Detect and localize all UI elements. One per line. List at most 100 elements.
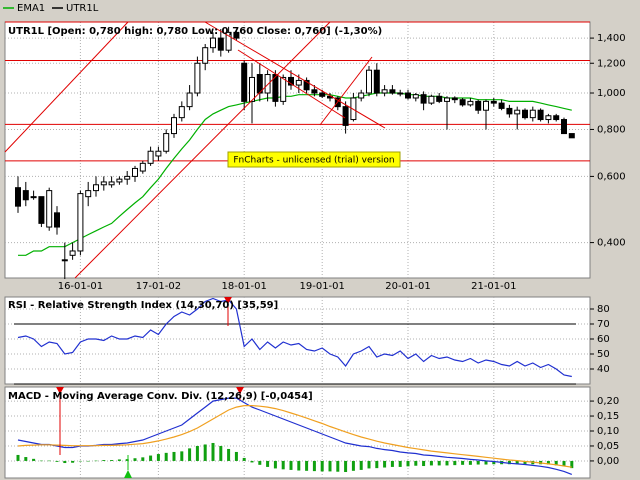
series-line — [17, 405, 572, 468]
histogram-bar — [47, 460, 51, 462]
trend-line — [4, 21, 129, 153]
histogram-bar — [117, 459, 121, 461]
candle-body — [373, 69, 380, 94]
histogram-bar — [554, 460, 558, 466]
histogram-bar — [195, 445, 199, 461]
y-tick-label: 1,200 — [597, 58, 626, 69]
candle-body — [15, 187, 21, 207]
candle-body — [54, 212, 60, 228]
candle-body — [171, 117, 177, 135]
histogram-bar — [351, 460, 355, 471]
y-tick-label: 1,400 — [597, 33, 626, 44]
candle-body — [381, 89, 388, 94]
candle-body — [132, 167, 138, 177]
histogram-bar — [289, 460, 293, 470]
x-tick-label: 17-01-02 — [136, 281, 181, 292]
histogram-bar — [406, 460, 410, 467]
trend-line — [319, 56, 373, 126]
histogram-bar — [203, 444, 207, 461]
candle-body — [303, 79, 310, 91]
candle-body — [475, 100, 482, 111]
candle-body — [186, 92, 193, 108]
candle-body — [241, 62, 248, 102]
histogram-bar — [149, 455, 153, 461]
plot: 16-01-01 17-01-02 18-01-01 19-01-01 20-01-01… — [5, 22, 626, 478]
candle-body — [93, 184, 99, 192]
candle-body — [61, 259, 68, 262]
histogram-bar — [484, 460, 488, 465]
histogram-bar — [110, 460, 114, 461]
x-tick-label: 20-01-01 — [385, 281, 430, 292]
candle-body — [366, 69, 372, 94]
y-tick-label: 0,10 — [597, 426, 619, 437]
candle-body — [147, 150, 154, 164]
histogram-bar — [258, 460, 262, 465]
histogram-bar — [359, 460, 363, 470]
candle-body — [561, 119, 567, 135]
candle-body — [358, 92, 365, 99]
histogram-bar — [383, 460, 387, 468]
candle-body — [506, 107, 513, 115]
histogram-bar — [375, 460, 379, 469]
histogram-bar — [398, 460, 402, 467]
histogram-bar — [156, 454, 160, 461]
candle-body — [444, 97, 450, 102]
trend-line — [237, 49, 346, 119]
histogram-bar — [172, 451, 176, 461]
legend-label: EMA1 — [17, 3, 45, 14]
histogram-bar — [219, 445, 223, 461]
candle-body — [272, 74, 279, 102]
candle-body — [451, 97, 458, 101]
histogram-bar — [453, 460, 457, 466]
candle-body — [85, 190, 92, 198]
histogram-bar — [414, 460, 418, 466]
candle-body — [428, 95, 435, 104]
candle-body — [217, 37, 224, 51]
histogram-bar — [71, 460, 75, 463]
candle-body — [155, 150, 162, 157]
histogram-bar — [32, 458, 36, 461]
candle-body — [498, 102, 505, 109]
histogram-bar — [562, 460, 566, 467]
candle-body — [163, 133, 170, 152]
candle-body — [116, 178, 123, 183]
candle-body — [178, 106, 185, 119]
candle-body — [194, 62, 201, 94]
histogram-bar — [476, 460, 480, 465]
x-tick-label: 18-01-01 — [222, 281, 267, 292]
histogram-bar — [461, 460, 465, 465]
histogram-bar — [523, 460, 527, 464]
candle-body — [225, 31, 232, 51]
series-line — [17, 397, 573, 475]
y-tick-label: 0,400 — [597, 238, 626, 249]
histogram-bar — [336, 460, 340, 472]
candle-body — [202, 47, 209, 64]
trend-line — [204, 21, 386, 129]
signal-arrow — [124, 470, 132, 478]
y-tick-label: 40 — [597, 364, 610, 375]
candle-body — [319, 92, 326, 97]
histogram-bar — [507, 460, 511, 465]
candle-body — [77, 193, 84, 252]
candle-body — [342, 106, 349, 126]
histogram-bar — [180, 451, 184, 461]
candle-body — [280, 76, 287, 102]
candle-body — [288, 76, 294, 86]
candle-body — [522, 109, 528, 119]
series-line — [17, 297, 572, 378]
candle-body — [69, 250, 76, 256]
histogram-bar — [55, 460, 59, 462]
legend-label: UTR1L — [66, 3, 99, 14]
chart-title: MACD - Moving Average Conv. Div. (12,26,… — [8, 391, 313, 402]
histogram-bar — [39, 460, 43, 462]
y-tick-label: 70 — [597, 319, 610, 330]
histogram-bar — [390, 460, 394, 467]
histogram-bar — [492, 460, 496, 465]
histogram-bar — [63, 460, 67, 464]
histogram-bar — [250, 460, 254, 463]
candle-body — [389, 89, 396, 94]
y-tick-label: 1,000 — [597, 88, 626, 99]
histogram-bar — [266, 460, 270, 467]
histogram-bar — [24, 457, 28, 461]
